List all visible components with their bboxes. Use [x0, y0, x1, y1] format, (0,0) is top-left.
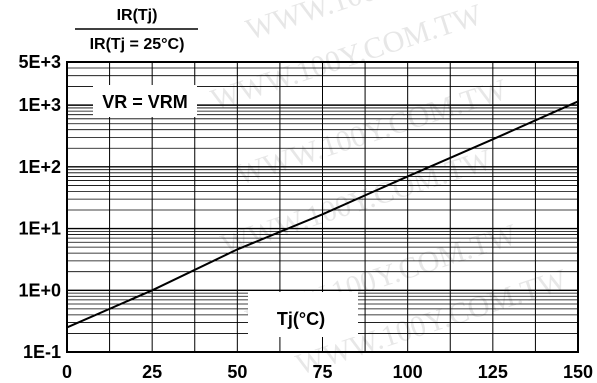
annotation-box [93, 85, 197, 117]
x-tick-label: 75 [312, 362, 332, 382]
x-tick-label: 100 [393, 362, 423, 382]
x-tick-labels: 0 25 50 75 100 125 150 [62, 362, 593, 382]
x-tick-label: 25 [142, 362, 162, 382]
y-tick-label: 5E+3 [18, 52, 61, 72]
y-tick-label: 1E+1 [18, 219, 61, 239]
y-tick-labels: 1E-1 1E+0 1E+1 1E+2 1E+3 5E+3 [18, 52, 61, 362]
y-tick-label: 1E+3 [18, 95, 61, 115]
grid [66, 61, 579, 353]
x-axis-label: Tj(°C) [277, 309, 325, 329]
x-tick-label: 150 [563, 362, 593, 382]
y-tick-label: 1E+2 [18, 157, 61, 177]
x-axis-label-box [248, 292, 358, 337]
y-tick-label: 1E-1 [23, 342, 61, 362]
y-axis-label-denominator: IR(Tj = 25°C) [90, 36, 185, 53]
x-tick-label: 125 [478, 362, 508, 382]
x-tick-label: 0 [62, 362, 72, 382]
annotation-vr-vrm: VR = VRM [102, 92, 188, 112]
plot-frame [66, 61, 579, 353]
y-tick-label: 1E+0 [18, 280, 61, 300]
series-line [66, 100, 579, 329]
y-axis-label-numerator: IR(Tj) [117, 7, 158, 24]
y-axis-label: IR(Tj) IR(Tj = 25°C) [75, 7, 198, 53]
x-tick-label: 50 [227, 362, 247, 382]
